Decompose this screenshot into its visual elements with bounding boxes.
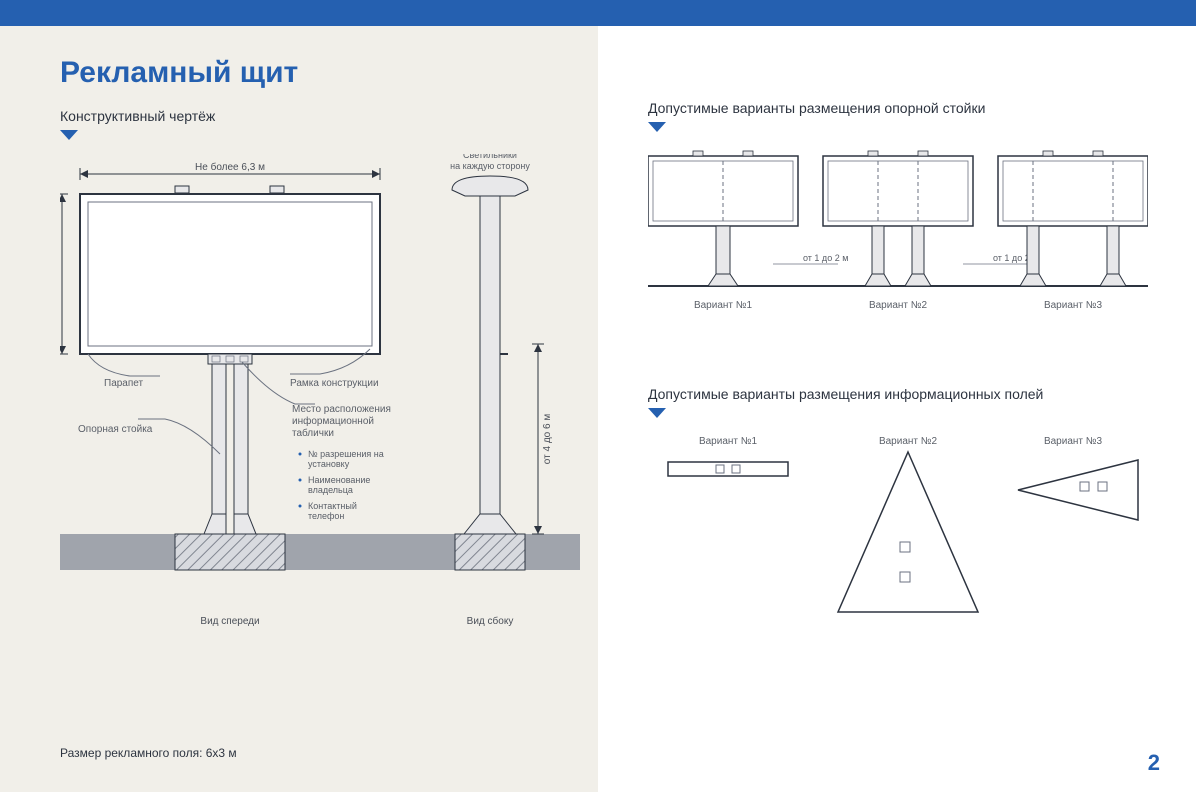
chevron-down-icon: [60, 130, 78, 140]
info-variant3-label: Вариант №3: [1044, 436, 1103, 447]
page-title: Рекламный щит: [60, 56, 558, 90]
support-label: Опорная стойка: [78, 424, 153, 435]
info-variant1-label: Вариант №1: [699, 436, 758, 447]
variant3-label: Вариант №3: [1044, 300, 1103, 311]
page-number: 2: [1148, 750, 1160, 776]
right-panel: Допустимые варианты размещения опорной с…: [598, 26, 1196, 792]
support-placement-title: Допустимые варианты размещения опорной с…: [648, 100, 1146, 116]
width-dim-label: Не более 6,3 м: [195, 161, 265, 173]
chevron-down-icon: [648, 122, 666, 132]
construction-diagram: Не более 6,3 м Не более 3,3 м: [60, 154, 580, 674]
support-variants-diagram: Вариант №1 от 1 до 2 м Вариант №2 от 1: [648, 146, 1148, 326]
left-panel: Рекламный щит Конструктивный чертёж Не б…: [0, 26, 598, 792]
header-bar: [0, 0, 1196, 26]
frame-label: Рамка конструкции: [290, 378, 379, 389]
footer-note: Размер рекламного поля: 6х3 м: [60, 746, 237, 760]
lights-sub-label: на каждую сторону: [450, 161, 530, 171]
parapet-label: Парапет: [104, 378, 144, 389]
plate-title-2: информационной: [292, 415, 374, 427]
svg-text:Наименование: Наименование: [308, 475, 370, 485]
variant1-label: Вариант №1: [694, 300, 753, 311]
plate-title-3: таблички: [292, 427, 334, 439]
svg-text:Контактный: Контактный: [308, 501, 357, 511]
chevron-down-icon: [648, 408, 666, 418]
svg-text:установку: установку: [308, 459, 350, 469]
pole-height-label: от 4 до 6 м: [542, 414, 553, 465]
spacing-label-1: от 1 до 2 м: [803, 253, 848, 263]
lights-label: Светильники: [463, 154, 517, 160]
variant2-label: Вариант №2: [869, 300, 928, 311]
svg-text:телефон: телефон: [308, 511, 344, 521]
side-view-label: Вид сбоку: [467, 615, 514, 627]
info-field-variants-diagram: Вариант №1 Вариант №2 Вариант №3: [648, 432, 1148, 652]
svg-text:№ разрешения на: № разрешения на: [308, 449, 384, 459]
front-view-label: Вид спереди: [200, 616, 259, 627]
info-variant2-label: Вариант №2: [879, 436, 938, 447]
plate-title-1: Место расположения: [292, 404, 391, 415]
svg-text:владельца: владельца: [308, 485, 353, 495]
construction-drawing-title: Конструктивный чертёж: [60, 108, 558, 124]
info-fields-title: Допустимые варианты размещения информаци…: [648, 386, 1146, 402]
